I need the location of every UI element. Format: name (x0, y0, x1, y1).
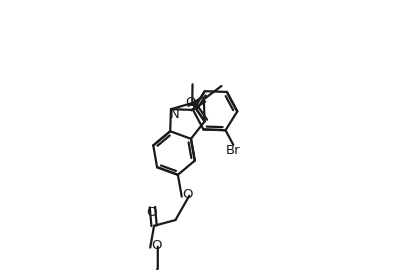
Text: N: N (169, 108, 178, 121)
Text: O: O (146, 207, 156, 220)
Text: O: O (182, 188, 193, 201)
Text: O: O (185, 96, 195, 109)
Text: Br: Br (225, 144, 240, 157)
Text: O: O (151, 240, 161, 252)
